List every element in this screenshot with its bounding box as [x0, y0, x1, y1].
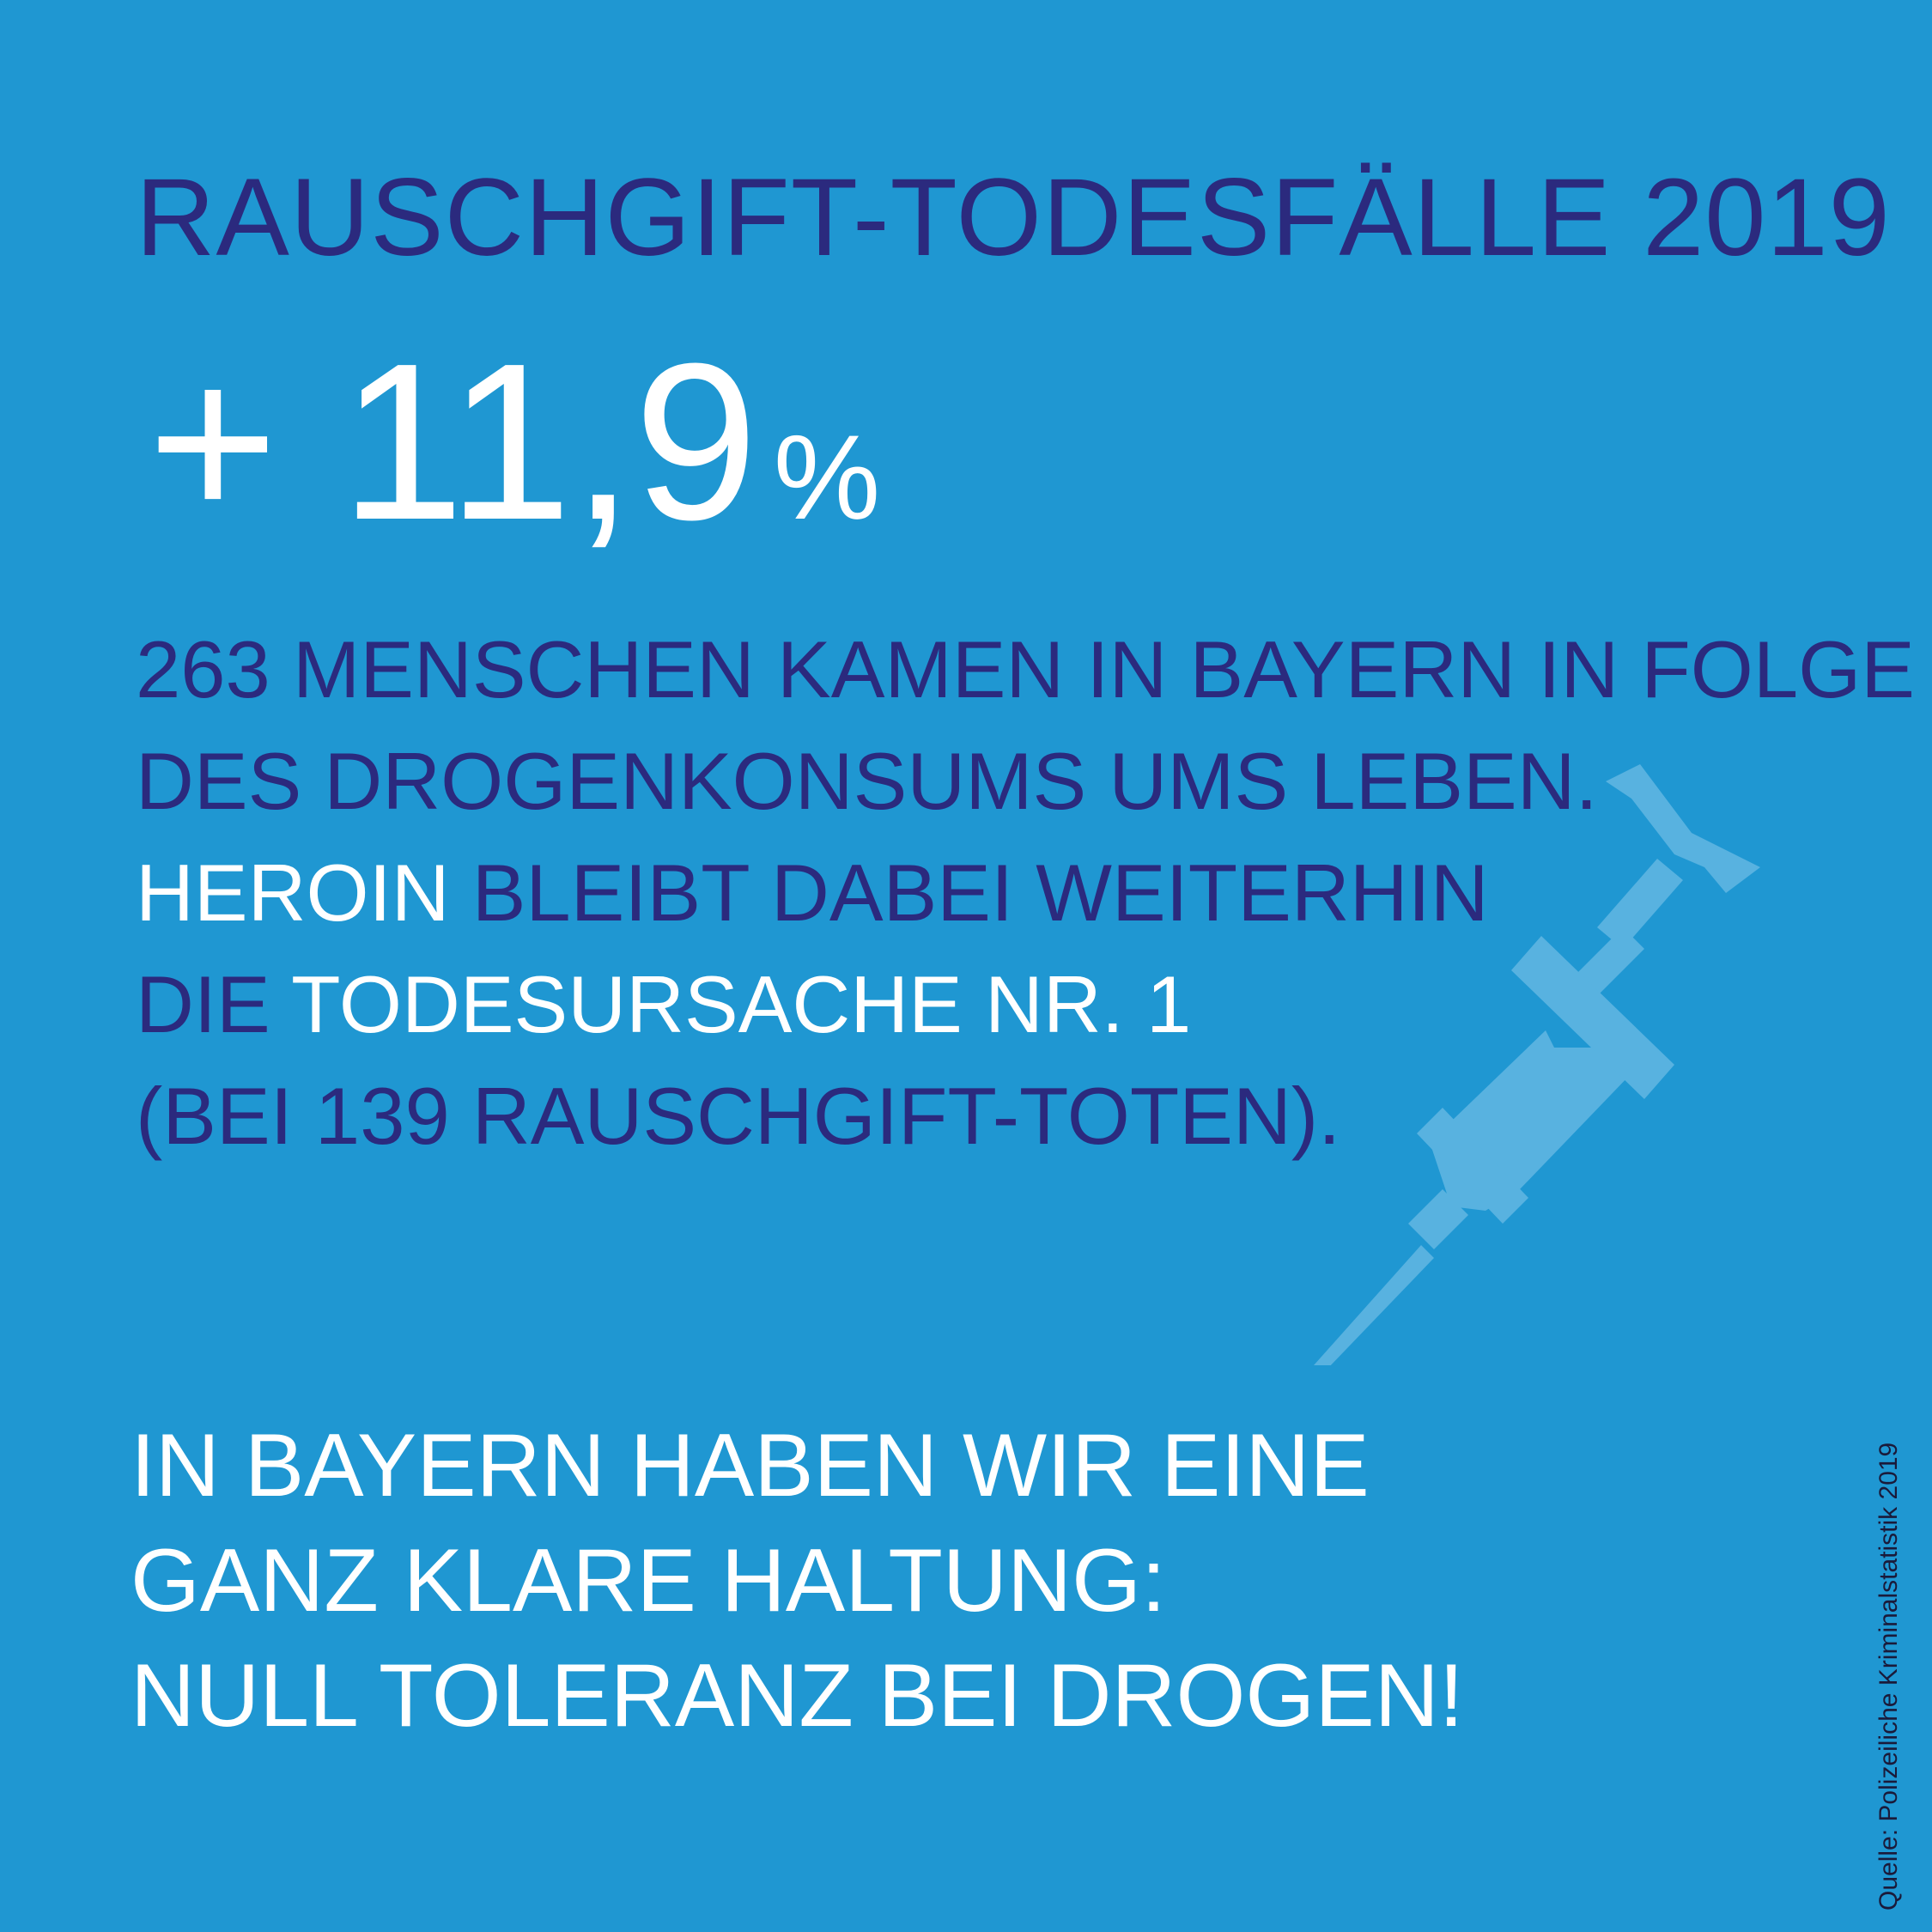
body-line-4-start: DIE [136, 959, 270, 1049]
body-line-1: 263 MENSCHEN KAMEN IN BAYERN IN FOLGE [136, 624, 1915, 714]
body-line-3-rest: BLEIBT DABEI WEITERHIN [449, 848, 1489, 938]
percent-stat: + 11,9% [148, 331, 880, 554]
body-line-3: HEROIN BLEIBT DABEI WEITERHIN [136, 837, 1915, 949]
heroin-highlight: HEROIN [136, 848, 450, 938]
source-note: Quelle: Polizeiliche Kriminalstatistik 2… [1874, 1442, 1903, 1911]
body-line-5: (BEI 139 RAUSCHGIFT-TOTEN). [136, 1071, 1341, 1161]
body-line-2: DES DROGENKONSUMS UMS LEBEN. [136, 736, 1598, 826]
closing-line-1: IN BAYERN HABEN WIR EINE [131, 1416, 1370, 1516]
percent-unit: % [773, 410, 881, 544]
cause-highlight: TODESURSACHE NR. 1 [270, 959, 1192, 1049]
percent-value: + 11,9 [148, 318, 758, 567]
body-text: 263 MENSCHEN KAMEN IN BAYERN IN FOLGE DE… [136, 614, 1915, 1172]
headline: RAUSCHGIFT-TODESFÄLLE 2019 [136, 156, 1891, 279]
closing-line-3: NULL TOLERANZ BEI DROGEN! [131, 1646, 1464, 1746]
body-line-4: DIE TODESURSACHE NR. 1 [136, 949, 1915, 1060]
closing-line-2: GANZ KLARE HALTUNG: [131, 1531, 1166, 1631]
syringe-icon [1314, 764, 1760, 1365]
closing-statement: IN BAYERN HABEN WIR EINE GANZ KLARE HALT… [131, 1408, 1464, 1753]
